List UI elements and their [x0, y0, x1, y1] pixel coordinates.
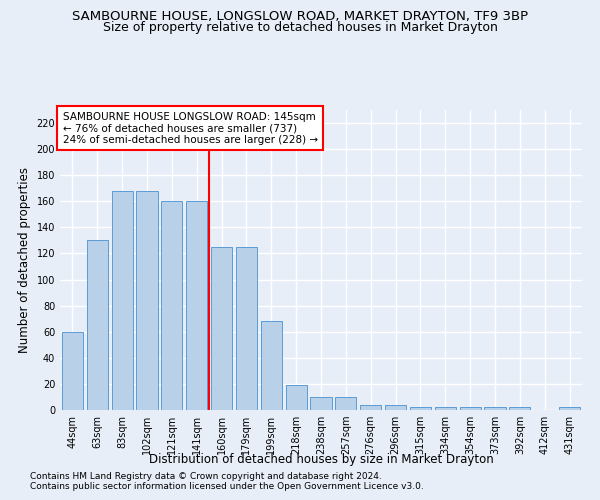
Bar	[62, 332, 83, 410]
Bar	[559, 408, 580, 410]
Text: SAMBOURNE HOUSE LONGSLOW ROAD: 145sqm
← 76% of detached houses are smaller (737): SAMBOURNE HOUSE LONGSLOW ROAD: 145sqm ← …	[62, 112, 318, 144]
Bar	[435, 408, 456, 410]
Text: Distribution of detached houses by size in Market Drayton: Distribution of detached houses by size …	[149, 452, 493, 466]
Bar	[410, 408, 431, 410]
Y-axis label: Number of detached properties: Number of detached properties	[18, 167, 31, 353]
Bar	[186, 202, 207, 410]
Bar	[112, 191, 133, 410]
Bar	[310, 397, 332, 410]
Bar	[236, 247, 257, 410]
Text: Contains HM Land Registry data © Crown copyright and database right 2024.: Contains HM Land Registry data © Crown c…	[30, 472, 382, 481]
Bar	[360, 405, 381, 410]
Text: Contains public sector information licensed under the Open Government Licence v3: Contains public sector information licen…	[30, 482, 424, 491]
Text: Size of property relative to detached houses in Market Drayton: Size of property relative to detached ho…	[103, 21, 497, 34]
Bar	[136, 191, 158, 410]
Bar	[286, 385, 307, 410]
Bar	[484, 408, 506, 410]
Bar	[161, 202, 182, 410]
Text: SAMBOURNE HOUSE, LONGSLOW ROAD, MARKET DRAYTON, TF9 3BP: SAMBOURNE HOUSE, LONGSLOW ROAD, MARKET D…	[72, 10, 528, 23]
Bar	[335, 397, 356, 410]
Bar	[460, 408, 481, 410]
Bar	[211, 247, 232, 410]
Bar	[87, 240, 108, 410]
Bar	[385, 405, 406, 410]
Bar	[509, 408, 530, 410]
Bar	[261, 322, 282, 410]
